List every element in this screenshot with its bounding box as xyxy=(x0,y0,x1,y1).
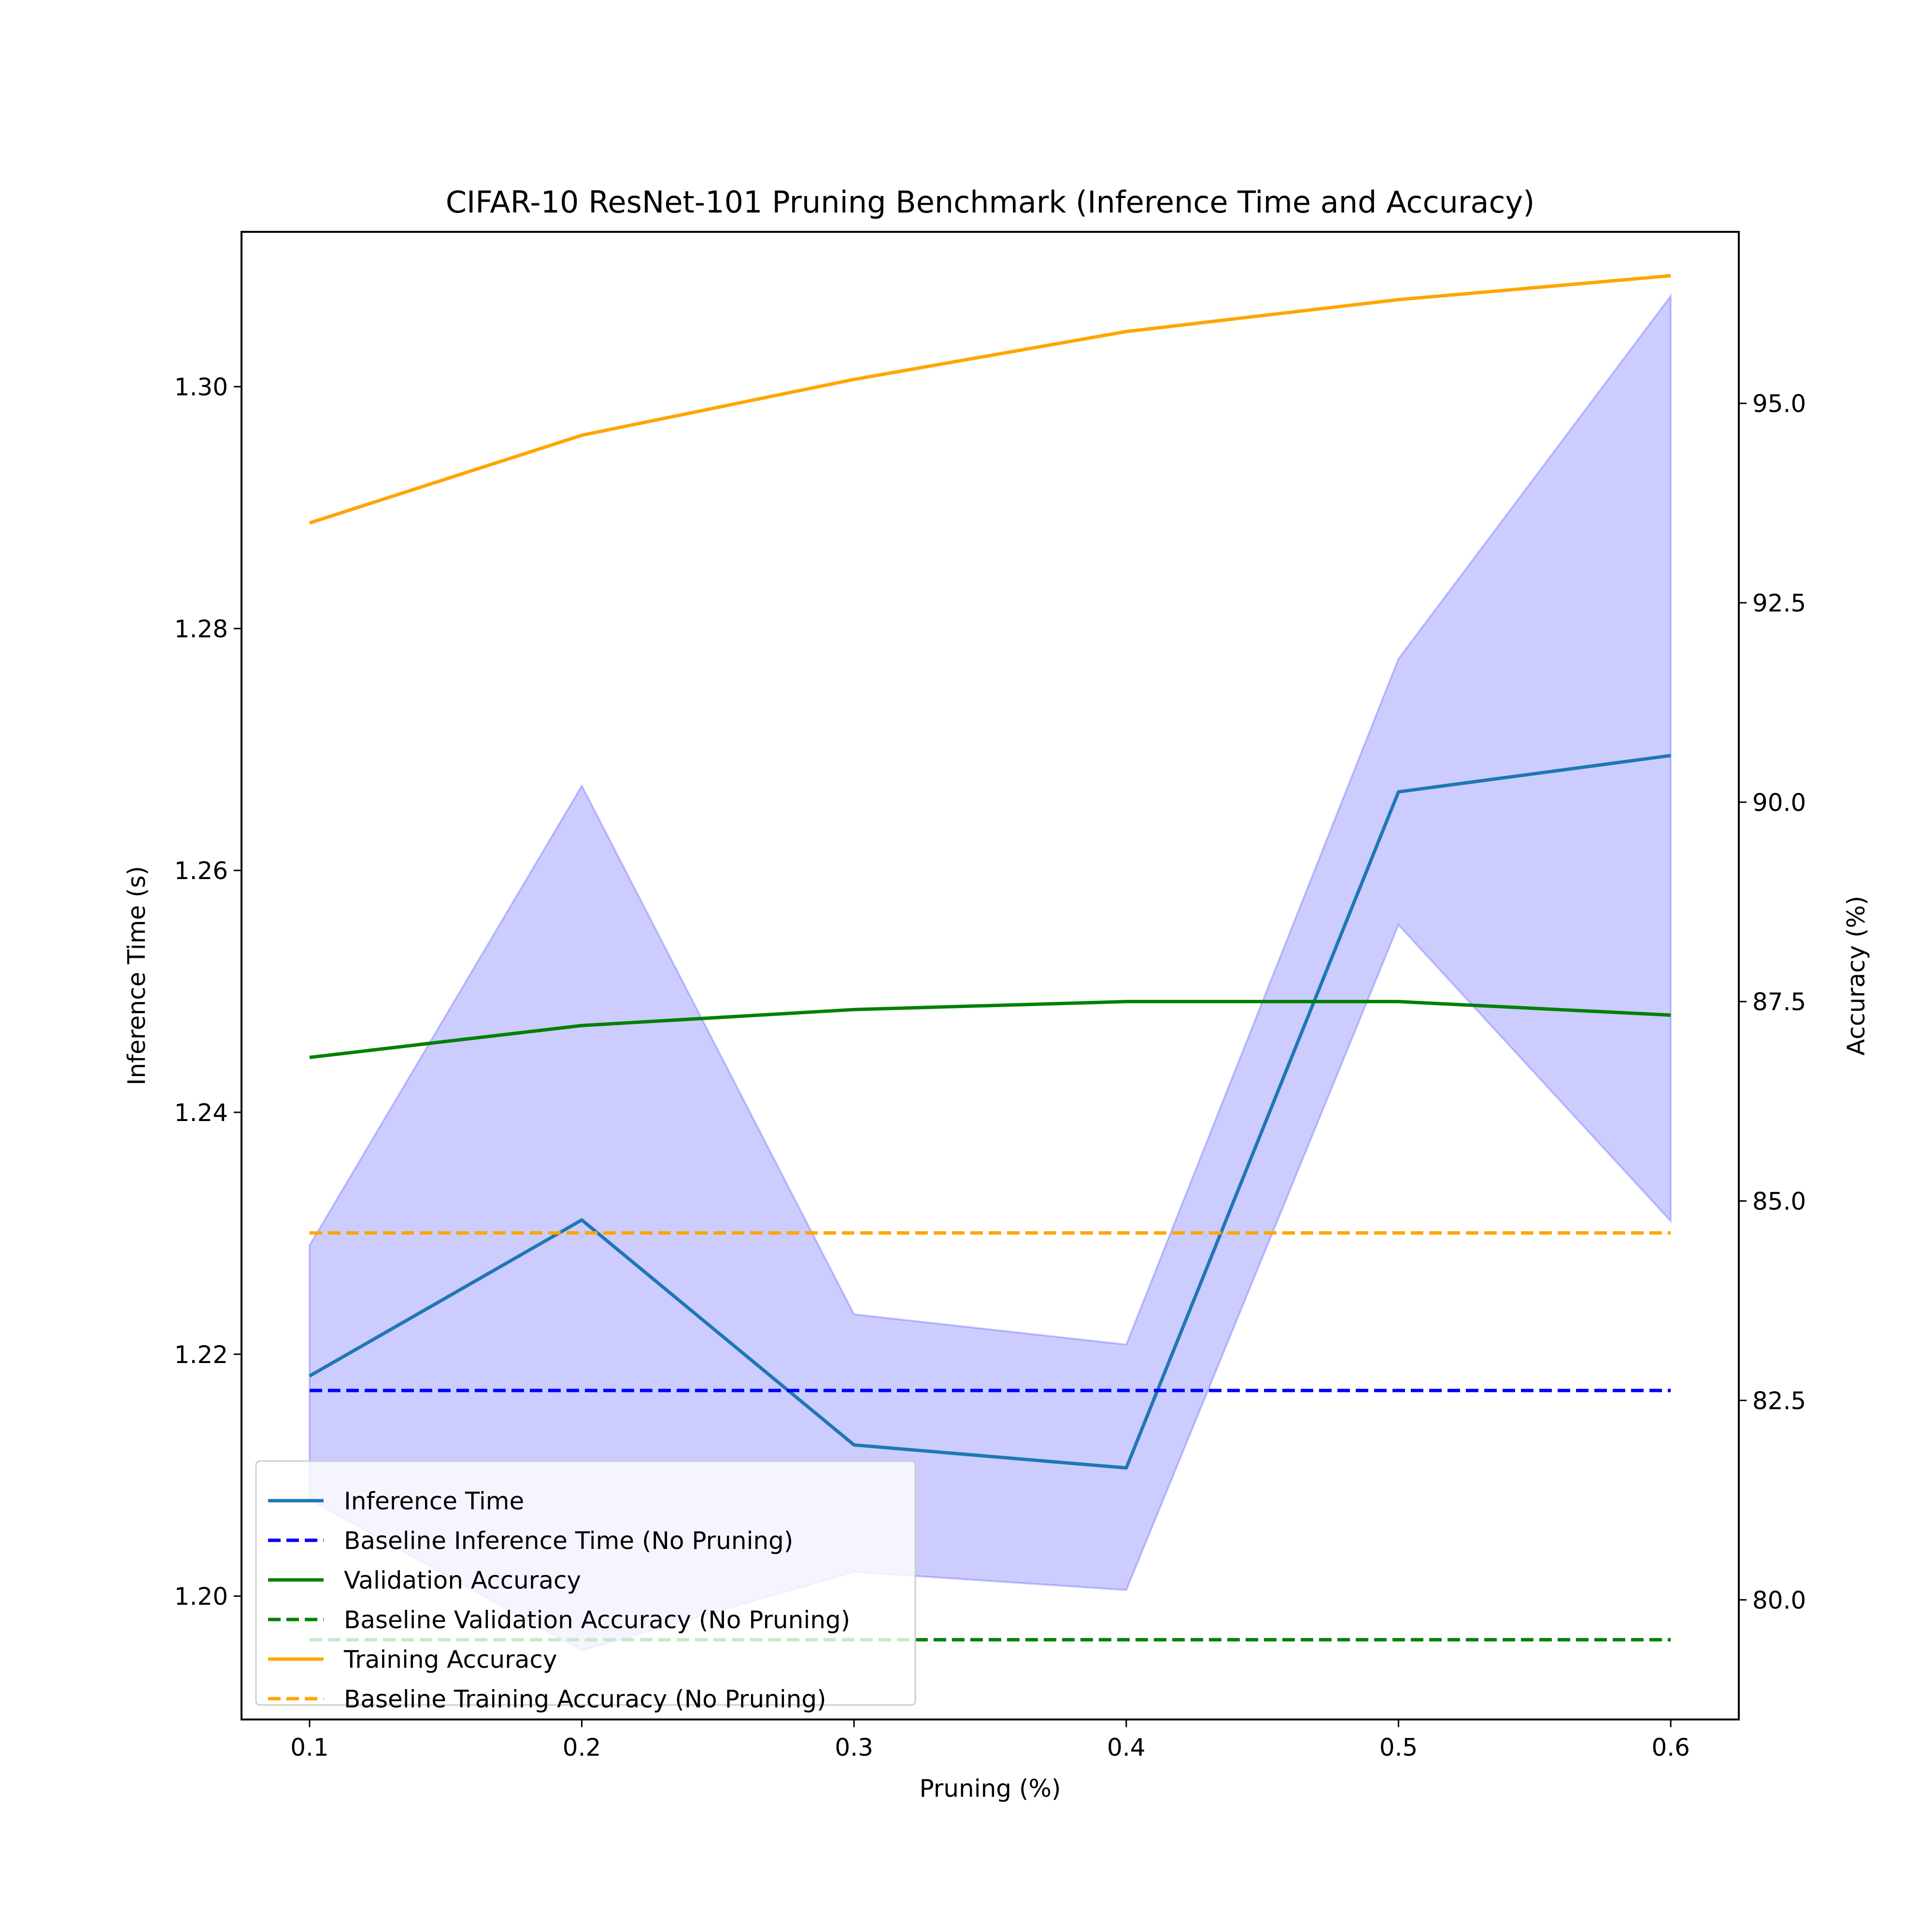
legend-label: Baseline Inference Time (No Pruning) xyxy=(344,1527,793,1555)
legend-label: Baseline Validation Accuracy (No Pruning… xyxy=(344,1606,850,1634)
x-axis-label: Pruning (%) xyxy=(920,1775,1061,1803)
series-layer xyxy=(309,274,1671,1642)
legend-entries: Inference Time Baseline Inference Time (N… xyxy=(268,1487,850,1713)
left-y-tick-label: 1.22 xyxy=(174,1341,228,1369)
left-y-axis-label: Inference Time (s) xyxy=(123,866,151,1085)
legend: Inference Time Baseline Inference Time (N… xyxy=(255,1460,916,1713)
series-line-4 xyxy=(309,274,1671,525)
right-y-tick-label: 87.5 xyxy=(1752,988,1806,1016)
right-y-tick-label: 92.5 xyxy=(1752,589,1806,617)
right-y-tick-label: 90.0 xyxy=(1752,789,1806,817)
right-y-tick-label: 82.5 xyxy=(1752,1387,1806,1415)
left-y-tick-label: 1.30 xyxy=(174,373,228,401)
right-y-tick-label: 95.0 xyxy=(1752,390,1806,418)
left-y-axis-ticks: 1.20 1.22 1.24 1.26 1.28 1.30 xyxy=(174,373,242,1611)
chart-title: CIFAR-10 ResNet-101 Pruning Benchmark (I… xyxy=(446,185,1535,220)
plot-frame xyxy=(241,231,1740,1720)
x-tick-label: 0.5 xyxy=(1379,1733,1418,1762)
legend-label: Baseline Training Accuracy (No Pruning) xyxy=(344,1685,826,1713)
x-tick-label: 0.3 xyxy=(835,1733,873,1762)
left-y-tick-label: 1.24 xyxy=(174,1099,228,1127)
x-tick-label: 0.4 xyxy=(1107,1733,1146,1762)
right-y-axis-label: Accuracy (%) xyxy=(1842,896,1870,1056)
x-axis-ticks: 0.1 0.2 0.3 0.4 0.5 0.6 xyxy=(290,1719,1690,1762)
legend-box xyxy=(255,1460,916,1706)
x-tick-label: 0.2 xyxy=(563,1733,601,1762)
series-line-0 xyxy=(309,753,1671,1470)
x-tick-label: 0.1 xyxy=(290,1733,329,1762)
right-y-axis-ticks: 80.0 82.5 85.0 87.5 90.0 92.5 95.0 xyxy=(1739,390,1806,1614)
left-y-tick-label: 1.28 xyxy=(174,615,228,643)
legend-label: Training Accuracy xyxy=(343,1646,557,1674)
legend-label: Inference Time xyxy=(344,1487,524,1515)
right-y-tick-label: 80.0 xyxy=(1752,1586,1806,1614)
series-line-2 xyxy=(309,1000,1671,1059)
left-y-tick-label: 1.26 xyxy=(174,857,228,885)
right-y-tick-label: 85.0 xyxy=(1752,1188,1806,1216)
legend-label: Validation Accuracy xyxy=(344,1566,581,1594)
left-y-tick-label: 1.20 xyxy=(174,1583,228,1611)
x-tick-label: 0.6 xyxy=(1651,1733,1690,1762)
